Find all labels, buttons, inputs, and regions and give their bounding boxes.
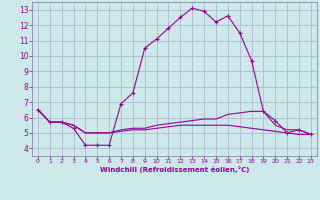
X-axis label: Windchill (Refroidissement éolien,°C): Windchill (Refroidissement éolien,°C) bbox=[100, 166, 249, 173]
